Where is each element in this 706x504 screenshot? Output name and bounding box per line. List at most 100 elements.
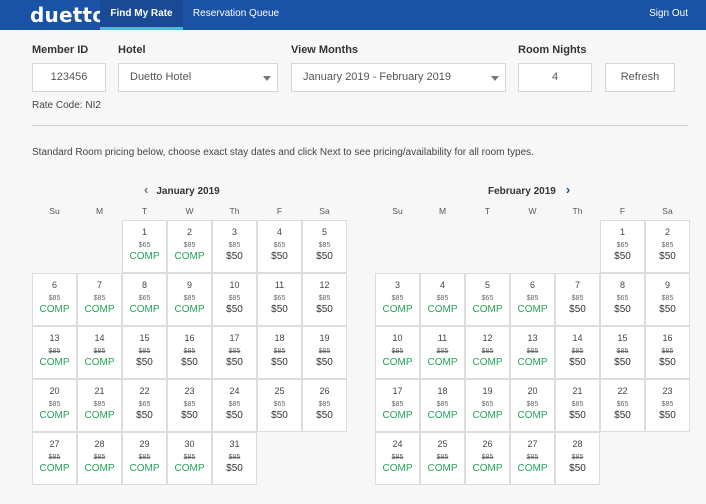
- base-price: $85: [228, 242, 241, 249]
- calendar-day-cell[interactable]: 4 $65 $50: [257, 220, 302, 273]
- day-number: 7: [574, 280, 580, 290]
- calendar-day-cell[interactable]: 9 $85 COMP: [167, 273, 212, 326]
- struck-price: $85: [571, 348, 584, 355]
- comp-rate: COMP: [84, 410, 115, 421]
- struck-price: $85: [48, 348, 61, 355]
- calendar-day-cell[interactable]: 9 $85 $50: [645, 273, 690, 326]
- day-number: 9: [186, 280, 192, 290]
- calendar-day-cell[interactable]: 14 $85 COMP: [77, 326, 122, 379]
- calendar-day-cell[interactable]: 10 $85 COMP: [375, 326, 420, 379]
- chevron-right-icon[interactable]: ›: [565, 182, 571, 197]
- calendar-day-cell[interactable]: 4 $85 COMP: [420, 273, 465, 326]
- calendar-day-cell[interactable]: 8 $65 $50: [600, 273, 645, 326]
- calendar-day-cell[interactable]: 2 $85 COMP: [167, 220, 212, 273]
- calendar-day-cell[interactable]: 7 $85 COMP: [77, 273, 122, 326]
- calendar-day-cell[interactable]: 22 $65 $50: [122, 379, 167, 432]
- calendar-day-cell[interactable]: 26 $85 $50: [302, 379, 347, 432]
- struck-price: $85: [273, 348, 286, 355]
- tab-find-my-rate[interactable]: Find My Rate: [100, 0, 183, 30]
- calendar-day-cell[interactable]: 15 $85 $50: [122, 326, 167, 379]
- calendar-day-cell[interactable]: 19 $85 $50: [302, 326, 347, 379]
- calendar-day-cell[interactable]: 12 $85 COMP: [465, 326, 510, 379]
- base-price: $65: [273, 401, 286, 408]
- calendar-day-cell[interactable]: 25 $65 $50: [257, 379, 302, 432]
- day-number: 18: [274, 333, 285, 343]
- chevron-left-icon[interactable]: ‹: [144, 182, 149, 197]
- calendar-day-cell[interactable]: 11 $85 COMP: [420, 326, 465, 379]
- day-number: 12: [482, 333, 493, 343]
- struck-price: $85: [228, 348, 241, 355]
- calendar-day-cell[interactable]: 2 $85 $50: [645, 220, 690, 273]
- calendar-day-cell[interactable]: 12 $85 $50: [302, 273, 347, 326]
- day-number: 11: [274, 280, 285, 290]
- calendar-day-cell[interactable]: 20 $85 COMP: [32, 379, 77, 432]
- calendar-day-cell[interactable]: 17 $85 $50: [212, 326, 257, 379]
- calendar-day-cell[interactable]: 27 $85 COMP: [510, 432, 555, 485]
- calendar-day-cell[interactable]: 30 $85 COMP: [167, 432, 212, 485]
- room-nights-input[interactable]: 4: [518, 63, 592, 92]
- calendar-day-cell[interactable]: 19 $65 COMP: [465, 379, 510, 432]
- calendar-day-cell[interactable]: 25 $85 COMP: [420, 432, 465, 485]
- calendar-day-cell[interactable]: 22 $65 $50: [600, 379, 645, 432]
- member-rate: $50: [614, 410, 631, 421]
- day-number: 2: [664, 227, 670, 237]
- calendar-day-cell[interactable]: 27 $85 COMP: [32, 432, 77, 485]
- calendar-day-cell[interactable]: 17 $85 COMP: [375, 379, 420, 432]
- comp-rate: COMP: [129, 304, 160, 315]
- calendar-day-cell[interactable]: 11 $65 $50: [257, 273, 302, 326]
- member-id-input[interactable]: 123456: [32, 63, 106, 92]
- calendar-day-cell[interactable]: 5 $65 COMP: [465, 273, 510, 326]
- calendar-day-cell[interactable]: 23 $85 $50: [645, 379, 690, 432]
- calendar-day-cell[interactable]: 16 $85 $50: [167, 326, 212, 379]
- calendar-day-cell[interactable]: 20 $85 COMP: [510, 379, 555, 432]
- weekday-header: Su M T W Th F Sa: [32, 206, 347, 218]
- calendar-day-cell[interactable]: 6 $85 COMP: [32, 273, 77, 326]
- calendar-day-cell[interactable]: 21 $85 COMP: [77, 379, 122, 432]
- calendar-day-cell[interactable]: 8 $65 COMP: [122, 273, 167, 326]
- day-number: 10: [392, 333, 403, 343]
- calendar-day-cell[interactable]: 18 $85 COMP: [420, 379, 465, 432]
- calendar-day-cell[interactable]: 7 $85 $50: [555, 273, 600, 326]
- member-rate: $50: [136, 410, 153, 421]
- base-price: $85: [183, 242, 196, 249]
- calendar-day-cell[interactable]: 6 $85 COMP: [510, 273, 555, 326]
- calendar-day-cell[interactable]: 26 $85 COMP: [465, 432, 510, 485]
- comp-rate: COMP: [517, 357, 548, 368]
- calendar-day-cell[interactable]: 1 $65 $50: [600, 220, 645, 273]
- member-rate: $50: [181, 357, 198, 368]
- calendar-day-cell[interactable]: 13 $85 COMP: [510, 326, 555, 379]
- calendar-day-cell[interactable]: 31 $85 $50: [212, 432, 257, 485]
- calendar-day-cell[interactable]: 23 $85 $50: [167, 379, 212, 432]
- calendar-day-cell[interactable]: 28 $85 COMP: [77, 432, 122, 485]
- weekday-label: M: [95, 206, 104, 216]
- comp-rate: COMP: [472, 410, 503, 421]
- calendar-day-cell[interactable]: 3 $85 COMP: [375, 273, 420, 326]
- calendar-day-cell[interactable]: 13 $85 COMP: [32, 326, 77, 379]
- calendar-day-cell[interactable]: 5 $85 $50: [302, 220, 347, 273]
- calendar-day-cell[interactable]: 28 $85 $50: [555, 432, 600, 485]
- calendar-day-cell[interactable]: 15 $85 $50: [600, 326, 645, 379]
- calendar-day-cell[interactable]: 18 $85 $50: [257, 326, 302, 379]
- calendar-day-cell[interactable]: 3 $85 $50: [212, 220, 257, 273]
- divider: [32, 125, 688, 126]
- refresh-button[interactable]: Refresh: [605, 63, 675, 92]
- weekday-label: Sa: [319, 206, 330, 216]
- calendar-day-cell[interactable]: 21 $85 $50: [555, 379, 600, 432]
- calendar-month-february: February 2019 › Su M T W Th F Sa 1 $65 $50 2 $85 $50…: [375, 174, 690, 485]
- hotel-select[interactable]: Duetto Hotel: [118, 63, 278, 92]
- calendar-day-cell[interactable]: 1 $65 COMP: [122, 220, 167, 273]
- calendar-day-cell[interactable]: 29 $85 COMP: [122, 432, 167, 485]
- calendar-day-cell[interactable]: 14 $85 $50: [555, 326, 600, 379]
- duetto-logo[interactable]: duetto: [30, 3, 107, 27]
- calendar-day-cell[interactable]: 24 $85 COMP: [375, 432, 420, 485]
- comp-rate: COMP: [472, 304, 503, 315]
- day-number: 19: [482, 386, 493, 396]
- sign-out-link[interactable]: Sign Out: [649, 8, 688, 19]
- calendar-day-cell[interactable]: 16 $85 $50: [645, 326, 690, 379]
- weekday-label: M: [438, 206, 447, 216]
- calendar-day-cell[interactable]: 10 $85 $50: [212, 273, 257, 326]
- view-months-select[interactable]: January 2019 - February 2019: [291, 63, 506, 92]
- calendar-day-cell[interactable]: 24 $85 $50: [212, 379, 257, 432]
- tab-reservation-queue[interactable]: Reservation Queue: [192, 8, 280, 19]
- base-price: $85: [183, 401, 196, 408]
